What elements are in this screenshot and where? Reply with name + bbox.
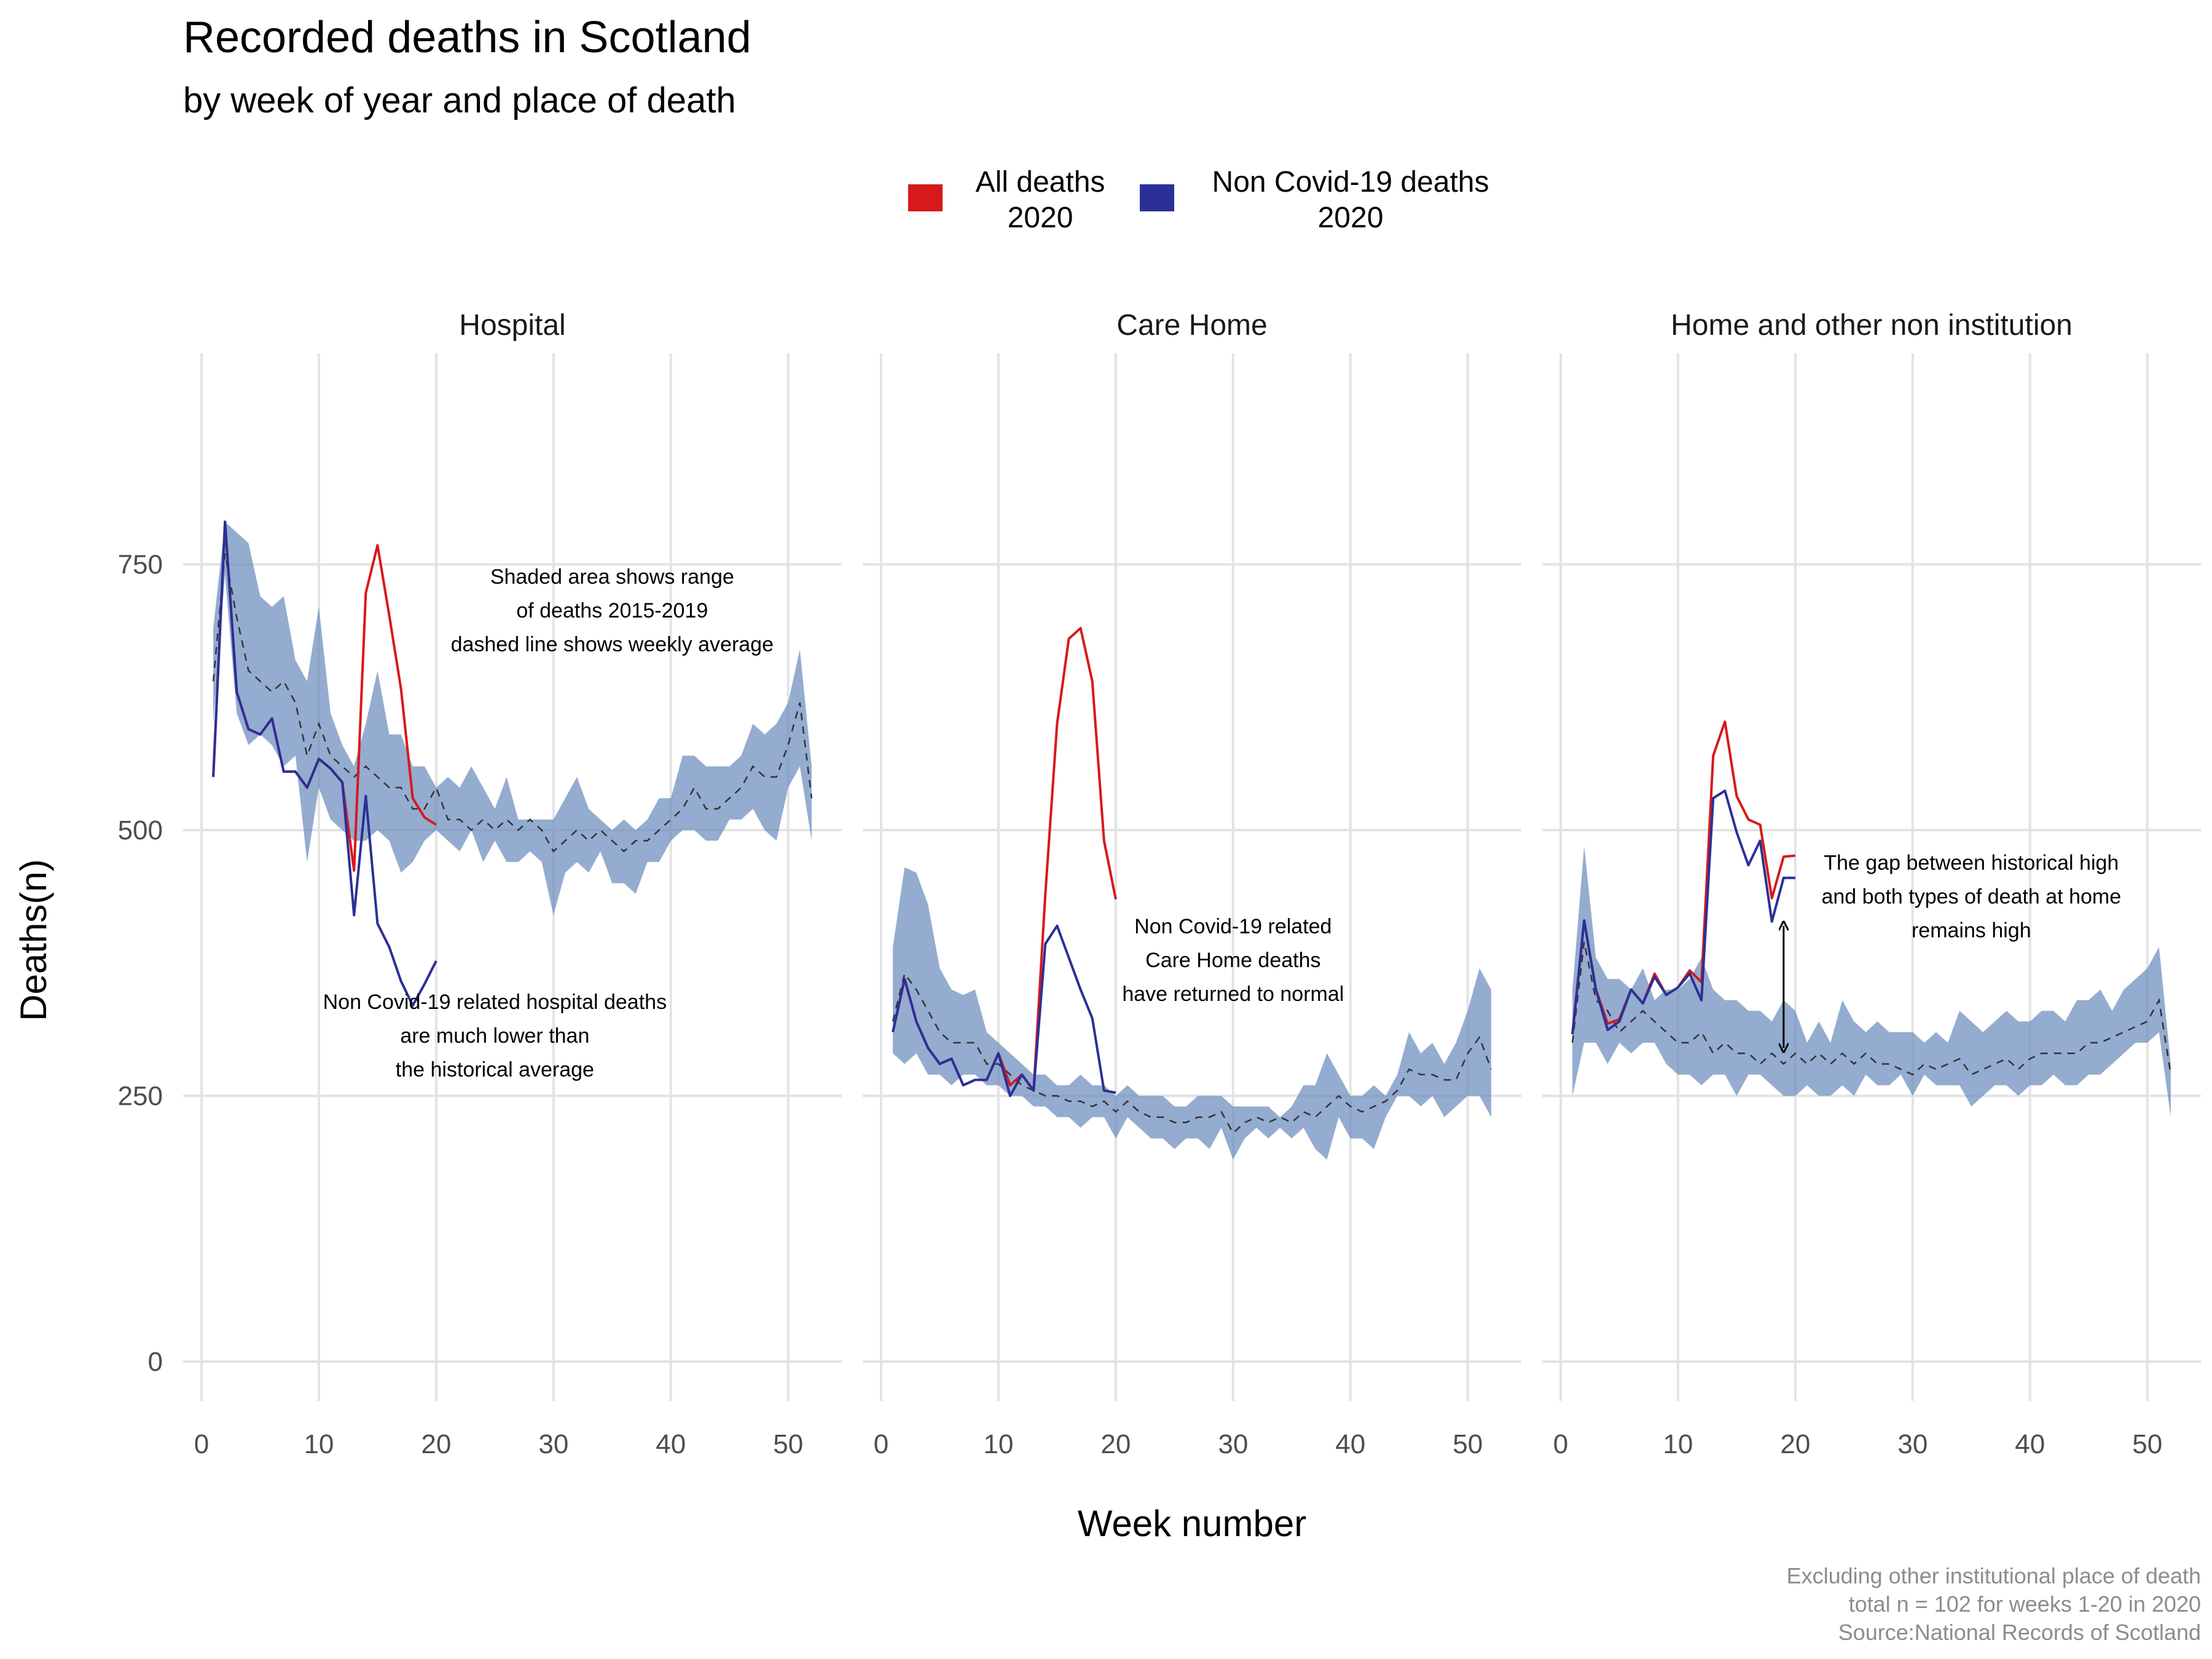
x-tick-label: 20 (421, 1429, 451, 1459)
historical-range-band (893, 867, 1491, 1160)
non-covid-line (1571, 790, 1795, 1035)
x-tick-label: 0 (194, 1429, 209, 1459)
panel-title-home-and-other-non-institution: Home and other non institution (1671, 309, 2073, 342)
annotation-text: are much lower than (400, 1024, 589, 1048)
panel-title-care-home: Care Home (1116, 309, 1267, 342)
x-tick-label: 50 (773, 1429, 803, 1459)
annotation-text: Shaded area shows range (490, 565, 734, 589)
x-tick-label: 20 (1780, 1429, 1810, 1459)
non-covid-line (892, 924, 1116, 1097)
x-tick-label: 10 (304, 1429, 334, 1459)
annotation-text: The gap between historical high (1824, 851, 2119, 874)
x-tick-label: 0 (1553, 1429, 1568, 1459)
panel-care-home: Care Home 0 10 20 30 40 50 Non Covid-19 related… (863, 309, 1521, 1459)
legend-swatch-all-deaths (908, 184, 943, 211)
annotation-text: remains high (1912, 919, 2031, 942)
y-tick-label: 750 (118, 550, 163, 580)
y-tick-label: 500 (118, 815, 163, 845)
annotation-text: and both types of death at home (1821, 885, 2121, 908)
annotation-text: Non Covid-19 related (1134, 915, 1332, 938)
x-tick-label: 30 (538, 1429, 568, 1459)
x-tick-label: 40 (1335, 1429, 1365, 1459)
x-tick-label: 30 (1218, 1429, 1248, 1459)
legend-label-all-deaths: All deaths (976, 166, 1105, 198)
y-axis-title: Deaths(n) (13, 859, 54, 1021)
legend-label-non-covid-year: 2020 (1318, 202, 1384, 234)
legend-label-all-deaths-year: 2020 (1008, 202, 1073, 234)
x-tick-label: 50 (2132, 1429, 2162, 1459)
y-axis-ticks: 0 250 500 750 (118, 550, 163, 1378)
historical-range-band (1572, 846, 2171, 1118)
caption-line-3: Source:National Records of Scotland (1838, 1620, 2201, 1645)
annotation-text: dashed line shows weekly average (451, 633, 774, 656)
annotation-text: Non Covid-19 related hospital deaths (323, 990, 667, 1014)
panel-title-hospital: Hospital (459, 309, 565, 342)
non-covid-line (212, 520, 437, 1007)
x-tick-label: 40 (656, 1429, 686, 1459)
annotation-text: have returned to normal (1122, 982, 1344, 1006)
gridlines (1542, 353, 2201, 1401)
x-tick-label: 0 (874, 1429, 888, 1459)
caption-line-1: Excluding other institutional place of d… (1787, 1563, 2201, 1588)
x-tick-label: 20 (1100, 1429, 1131, 1459)
legend-swatch-non-covid (1140, 184, 1174, 211)
legend-label-non-covid: Non Covid-19 deaths (1212, 166, 1489, 198)
panel-hospital: Hospital 0 10 20 30 40 50 Shaded area shows ran… (183, 309, 842, 1459)
y-tick-label: 0 (148, 1347, 163, 1377)
x-tick-label: 30 (1897, 1429, 1928, 1459)
annotation-text: the historical average (396, 1058, 594, 1081)
panel-home-and-other-non-institution: Home and other non institution 0 10 20 30 40 5… (1542, 309, 2201, 1459)
facet-panels: Hospital 0 10 20 30 40 50 Shaded area shows ran… (183, 309, 2201, 1459)
legend: All deaths 2020 Non Covid-19 deaths 2020 (908, 166, 1489, 234)
weekly-average-line (1571, 941, 2172, 1076)
x-tick-label: 50 (1453, 1429, 1483, 1459)
x-tick-label: 40 (2015, 1429, 2045, 1459)
y-tick-label: 250 (118, 1081, 163, 1112)
x-tick-label: 10 (1663, 1429, 1693, 1459)
chart-title: Recorded deaths in Scotland (183, 13, 751, 62)
caption-line-2: total n = 102 for weeks 1-20 in 2020 (1849, 1591, 2201, 1617)
x-tick-label: 10 (983, 1429, 1013, 1459)
weekly-average-line (212, 553, 813, 853)
x-axis-title: Week number (1078, 1503, 1306, 1544)
gridlines (183, 353, 842, 1401)
chart-subtitle: by week of year and place of death (183, 80, 736, 120)
annotation-text: of deaths 2015-2019 (516, 599, 708, 622)
annotation-text: Care Home deaths (1145, 949, 1320, 972)
gridlines (863, 353, 1521, 1401)
